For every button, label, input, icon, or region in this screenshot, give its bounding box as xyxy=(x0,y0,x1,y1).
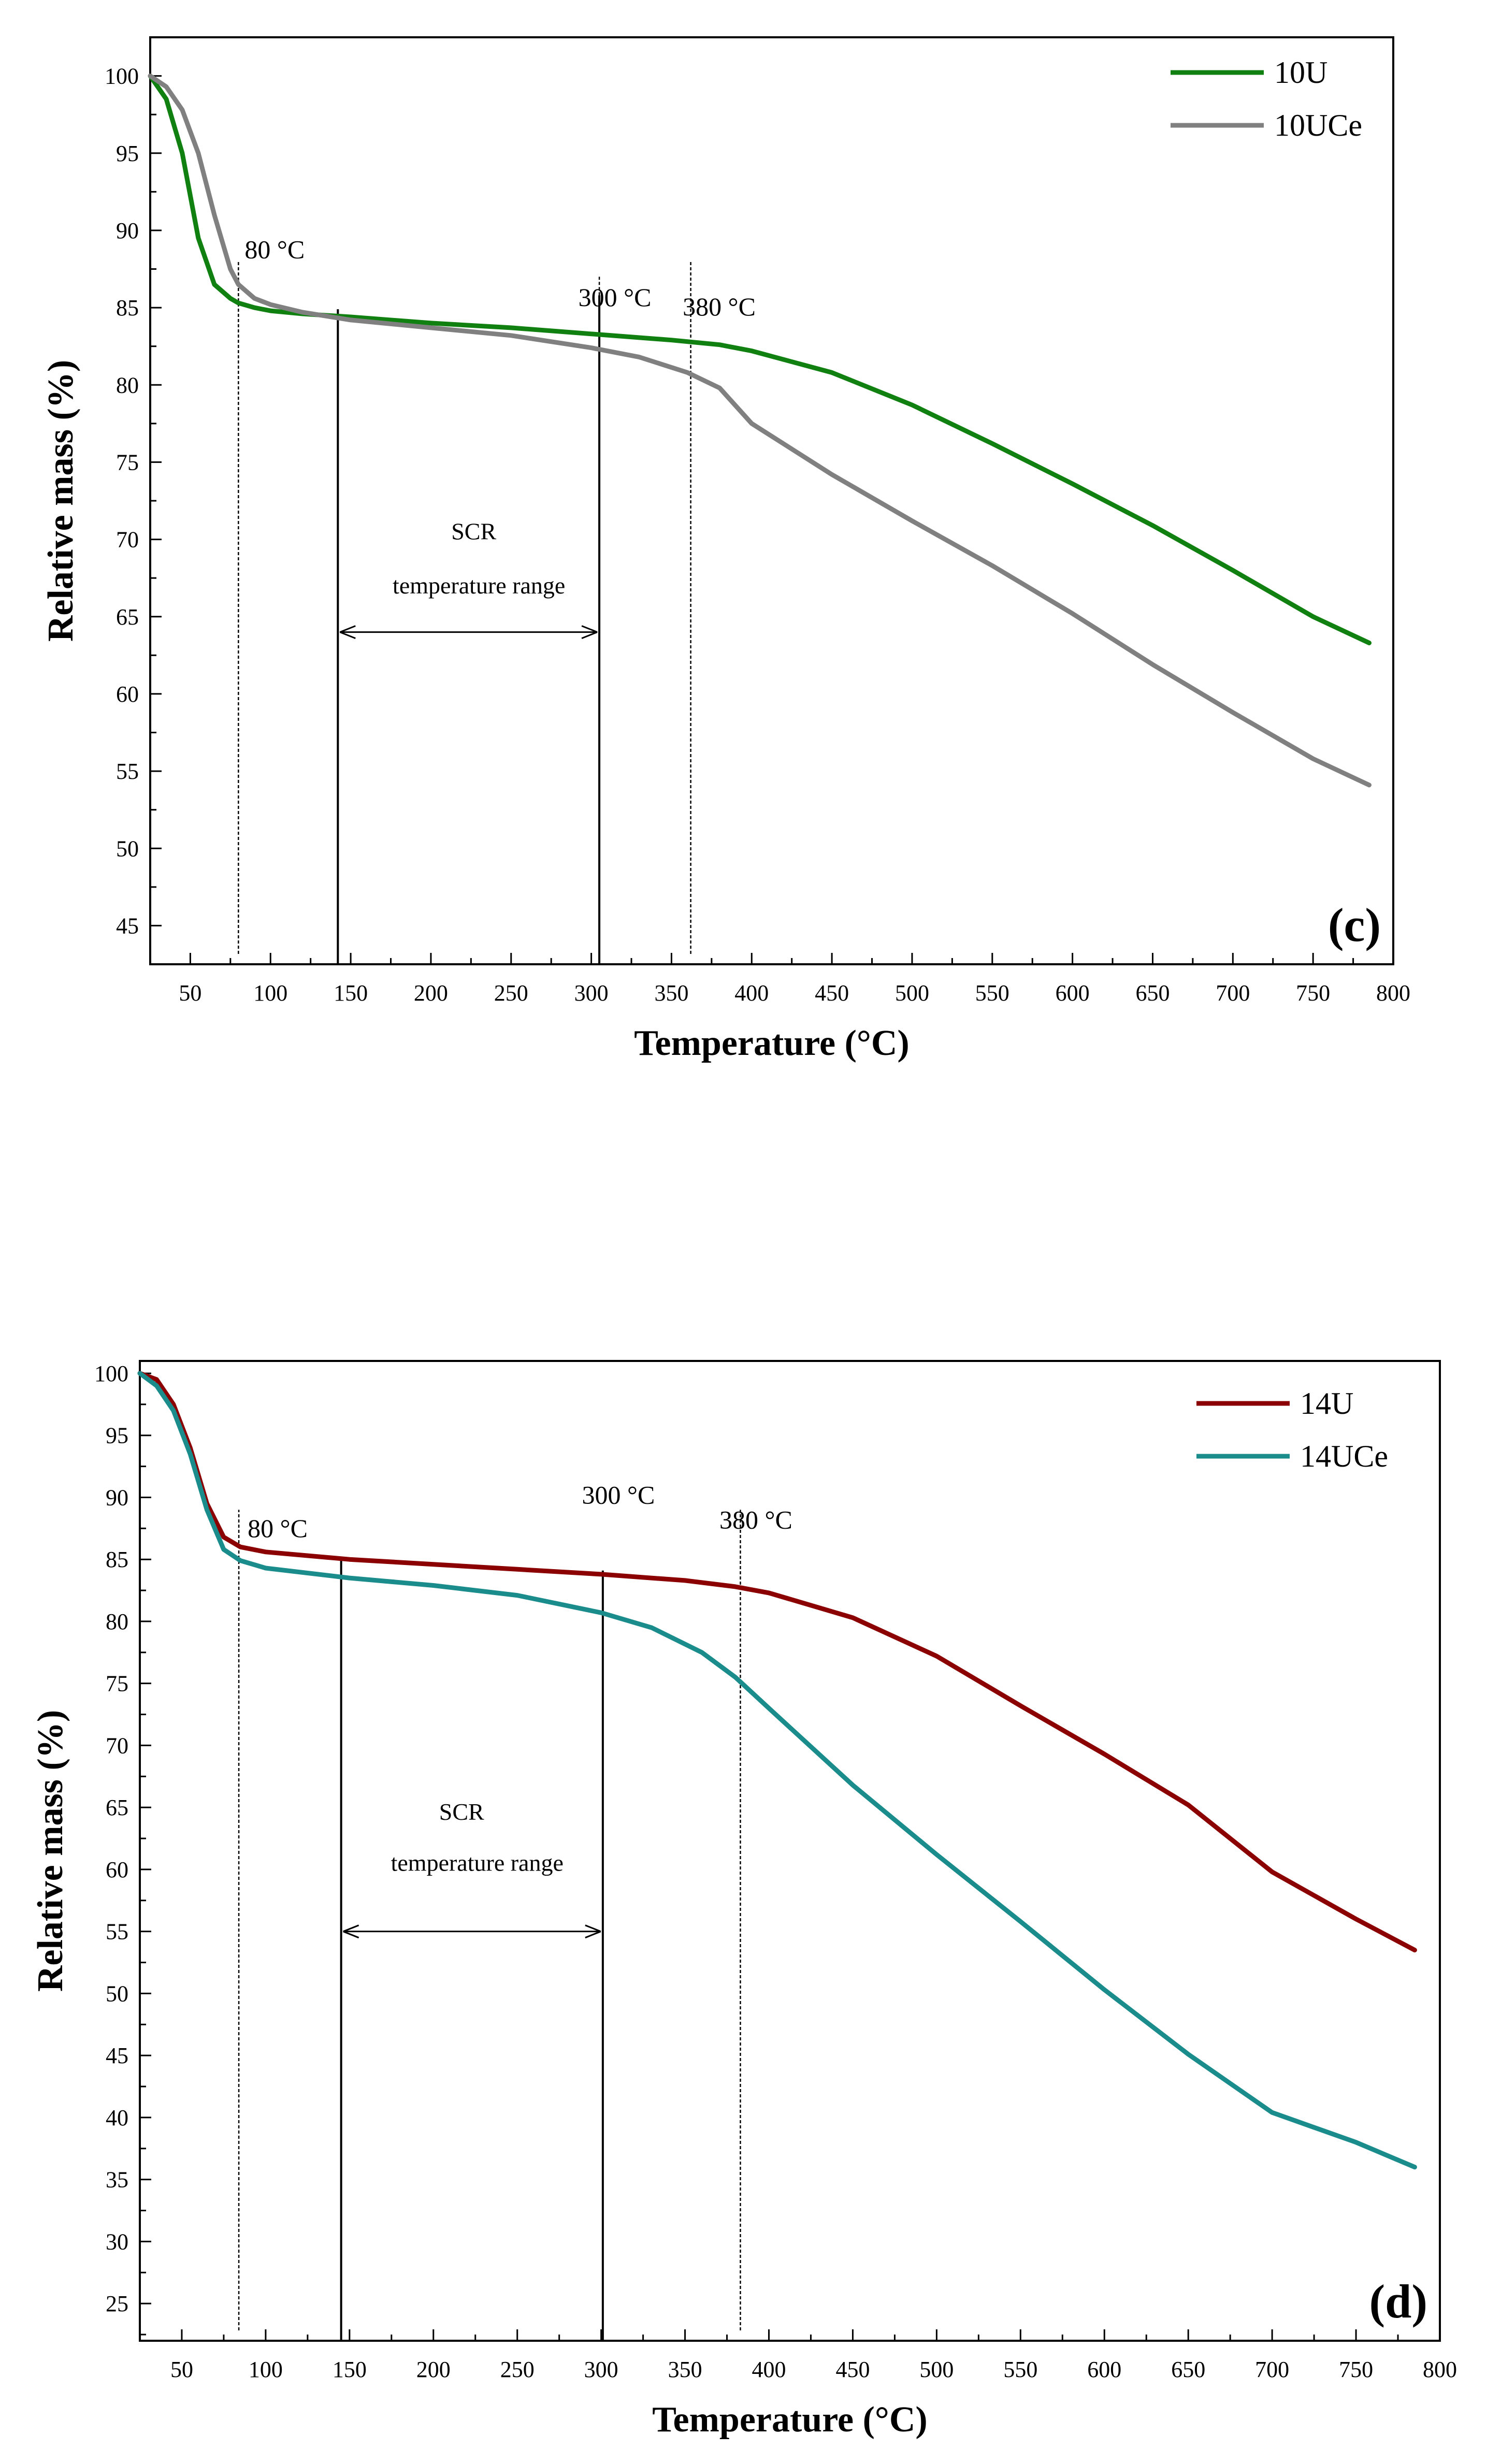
y-tick-label: 60 xyxy=(116,682,139,707)
y-tick-label: 100 xyxy=(105,64,139,89)
x-tick-label: 550 xyxy=(975,980,1009,1006)
scr-arrow-head-right xyxy=(581,625,598,639)
x-tick-label: 450 xyxy=(815,980,849,1006)
x-tick-label: 800 xyxy=(1423,2357,1457,2382)
y-tick-label: 45 xyxy=(106,2043,128,2068)
y-axis-label: Relative mass (%) xyxy=(41,360,81,642)
x-tick-label: 400 xyxy=(752,2357,786,2382)
y-axis-label: Relative mass (%) xyxy=(31,1710,70,1992)
y-tick-label: 80 xyxy=(116,372,139,398)
x-tick-label: 750 xyxy=(1296,980,1330,1006)
y-tick-label: 95 xyxy=(106,1423,128,1448)
legend-label: 10U xyxy=(1274,55,1327,90)
x-tick-label: 150 xyxy=(333,2357,367,2382)
x-tick-label: 450 xyxy=(835,2357,870,2382)
y-tick-label: 75 xyxy=(116,450,139,475)
x-tick-label: 350 xyxy=(654,980,688,1006)
scr-arrow-head-left xyxy=(343,1924,359,1939)
x-tick-label: 500 xyxy=(919,2357,954,2382)
scr-arrow-head-right xyxy=(585,1924,601,1939)
x-tick-label: 200 xyxy=(416,2357,451,2382)
x-tick-label: 100 xyxy=(253,980,287,1006)
x-tick-label: 350 xyxy=(668,2357,702,2382)
x-axis-label: Temperature (°C) xyxy=(652,2400,928,2440)
annotation-label: 380 °C xyxy=(683,292,756,321)
x-tick-label: 50 xyxy=(179,980,201,1006)
y-tick-label: 100 xyxy=(94,1361,128,1386)
x-tick-label: 750 xyxy=(1339,2357,1373,2382)
y-tick-label: 35 xyxy=(106,2167,128,2193)
series-line-14U xyxy=(137,1371,1417,1953)
plot-frame xyxy=(149,36,1394,965)
x-tick-label: 600 xyxy=(1087,2357,1121,2382)
x-tick-label: 250 xyxy=(500,2357,535,2382)
series-line-10U xyxy=(148,74,1372,645)
panel-label: (d) xyxy=(1369,2275,1427,2328)
y-tick-label: 65 xyxy=(106,1795,128,1820)
chart-panel-0: 50 100 150 200 250 300 350 400 450 500 550 600 650 70… xyxy=(41,36,1410,1063)
y-tick-label: 75 xyxy=(106,1671,128,1697)
x-tick-label: 800 xyxy=(1376,980,1410,1006)
x-tick-label: 300 xyxy=(574,980,609,1006)
x-tick-label: 400 xyxy=(734,980,769,1006)
x-tick-label: 200 xyxy=(414,980,448,1006)
x-tick-label: 600 xyxy=(1056,980,1090,1006)
panel-label: (c) xyxy=(1328,898,1381,951)
y-tick-label: 85 xyxy=(106,1547,128,1572)
annotation-label: 80 °C xyxy=(248,1514,308,1543)
annotation-label: 80 °C xyxy=(244,235,305,264)
legend-label: 14U xyxy=(1300,1386,1353,1421)
x-tick-label: 300 xyxy=(584,2357,618,2382)
annotation-label: 300 °C xyxy=(579,283,652,312)
scr-arrow-head-left xyxy=(339,625,356,639)
scr-subtitle: temperature range xyxy=(391,1849,564,1876)
annotation-label: 380 °C xyxy=(719,1505,792,1534)
y-tick-label: 25 xyxy=(106,2291,128,2316)
scr-title: SCR xyxy=(451,518,496,545)
legend-label: 10UCe xyxy=(1274,108,1362,142)
x-axis-label: Temperature (°C) xyxy=(634,1023,910,1063)
legend-label: 14UCe xyxy=(1300,1439,1388,1473)
annotation-label: 300 °C xyxy=(582,1480,655,1509)
scr-title: SCR xyxy=(439,1799,484,1825)
y-tick-label: 70 xyxy=(106,1733,128,1758)
y-tick-label: 50 xyxy=(116,836,139,861)
x-tick-label: 50 xyxy=(170,2357,193,2382)
y-tick-label: 45 xyxy=(116,913,139,938)
x-tick-label: 250 xyxy=(494,980,528,1006)
x-tick-label: 650 xyxy=(1171,2357,1205,2382)
y-tick-label: 80 xyxy=(106,1609,128,1634)
y-tick-label: 90 xyxy=(106,1485,128,1510)
x-tick-label: 550 xyxy=(1003,2357,1037,2382)
y-tick-label: 40 xyxy=(106,2105,128,2130)
scr-subtitle: temperature range xyxy=(393,572,565,599)
y-tick-label: 85 xyxy=(116,295,139,321)
plot-frame xyxy=(139,1360,1441,2342)
series-line-14UCe xyxy=(137,1371,1417,2170)
chart-panel-1: 50 100 150 200 250 300 350 400 450 500 550 600 650 70… xyxy=(31,1360,1457,2440)
y-tick-label: 70 xyxy=(116,527,139,553)
y-tick-label: 60 xyxy=(106,1857,128,1882)
y-tick-label: 30 xyxy=(106,2229,128,2254)
x-tick-label: 500 xyxy=(895,980,929,1006)
series-line-10UCe xyxy=(148,74,1372,788)
y-tick-label: 65 xyxy=(116,604,139,630)
x-tick-label: 700 xyxy=(1255,2357,1289,2382)
x-tick-label: 650 xyxy=(1135,980,1170,1006)
y-tick-label: 95 xyxy=(116,141,139,166)
y-tick-label: 55 xyxy=(116,759,139,784)
y-tick-label: 90 xyxy=(116,218,139,243)
y-tick-label: 55 xyxy=(106,1919,128,1945)
x-tick-label: 700 xyxy=(1216,980,1250,1006)
x-tick-label: 100 xyxy=(249,2357,283,2382)
y-tick-label: 50 xyxy=(106,1981,128,2006)
x-tick-label: 150 xyxy=(334,980,368,1006)
